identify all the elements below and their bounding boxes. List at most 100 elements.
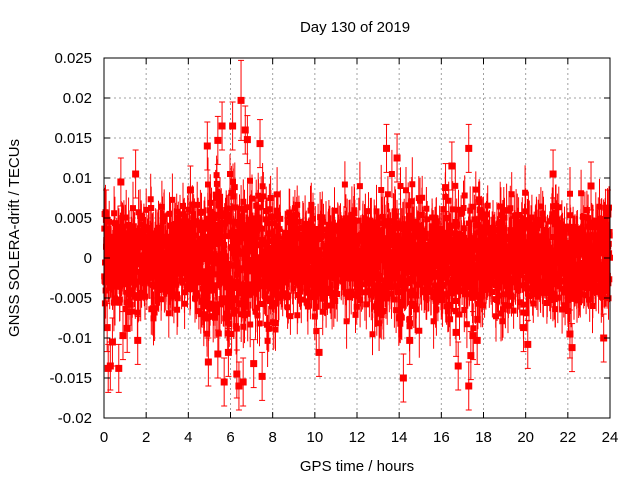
data-point bbox=[406, 315, 414, 365]
data-point bbox=[448, 141, 456, 191]
data-point bbox=[203, 121, 211, 171]
data-points bbox=[102, 59, 612, 411]
x-axis-ticks: 0 2 4 6 8 10 12 14 16 18 20 22 24 bbox=[100, 58, 619, 446]
point-marker bbox=[315, 348, 323, 356]
point-marker bbox=[520, 324, 528, 332]
y-tick-label: -0.02 bbox=[58, 410, 92, 427]
data-point bbox=[383, 123, 391, 173]
point-marker bbox=[220, 378, 228, 386]
data-point bbox=[442, 163, 450, 213]
point-marker bbox=[549, 170, 557, 178]
data-point bbox=[132, 149, 140, 199]
point-marker bbox=[229, 122, 237, 130]
y-tick-label: -0.015 bbox=[49, 370, 92, 387]
data-point bbox=[587, 161, 595, 211]
point-marker bbox=[250, 360, 258, 368]
point-marker bbox=[524, 340, 532, 348]
data-point bbox=[237, 59, 245, 141]
point-marker bbox=[467, 352, 475, 360]
point-marker bbox=[566, 330, 574, 338]
data-point bbox=[250, 339, 258, 389]
point-marker bbox=[103, 324, 111, 332]
data-point bbox=[117, 157, 125, 207]
point-marker bbox=[454, 362, 462, 370]
x-tick-label: 24 bbox=[602, 429, 619, 446]
x-tick-label: 20 bbox=[517, 429, 534, 446]
y-tick-label: 0 bbox=[84, 250, 92, 267]
point-marker bbox=[117, 178, 125, 186]
data-point bbox=[103, 303, 111, 353]
point-marker bbox=[132, 170, 140, 178]
x-tick-label: 4 bbox=[184, 429, 192, 446]
x-tick-label: 0 bbox=[100, 429, 108, 446]
data-point bbox=[134, 315, 142, 365]
point-marker bbox=[108, 338, 116, 346]
data-point bbox=[256, 119, 264, 169]
point-marker bbox=[224, 348, 232, 356]
point-marker bbox=[134, 336, 142, 344]
data-point bbox=[115, 343, 123, 393]
point-marker bbox=[600, 334, 608, 342]
marker-cloud bbox=[101, 171, 613, 344]
point-marker bbox=[214, 136, 222, 144]
data-point bbox=[258, 351, 266, 401]
y-axis-label: GNSS SOLERA-drift / TECUs bbox=[6, 139, 23, 337]
point-marker bbox=[465, 144, 473, 152]
data-point bbox=[454, 341, 462, 391]
data-point bbox=[315, 327, 323, 377]
point-marker bbox=[186, 186, 194, 194]
data-point bbox=[218, 101, 226, 151]
point-marker bbox=[204, 358, 212, 366]
y-tick-label: 0.025 bbox=[54, 50, 92, 67]
point-marker bbox=[399, 374, 407, 382]
data-point bbox=[568, 323, 576, 373]
data-point bbox=[239, 357, 247, 407]
point-marker bbox=[237, 96, 245, 104]
point-marker bbox=[256, 140, 264, 148]
point-marker bbox=[448, 162, 456, 170]
data-point bbox=[473, 315, 481, 365]
point-marker bbox=[115, 364, 123, 372]
y-tick-label: -0.005 bbox=[49, 290, 92, 307]
point-marker bbox=[568, 344, 576, 352]
point-marker bbox=[233, 370, 241, 378]
y-tick-label: 0.015 bbox=[54, 130, 92, 147]
data-point bbox=[229, 101, 237, 151]
data-point bbox=[600, 313, 608, 363]
point-marker bbox=[383, 144, 391, 152]
data-point bbox=[399, 353, 407, 403]
point-marker bbox=[587, 182, 595, 190]
point-marker bbox=[123, 324, 131, 332]
point-marker bbox=[235, 382, 243, 390]
y-tick-label: 0.02 bbox=[63, 90, 92, 107]
data-point bbox=[186, 165, 194, 215]
x-tick-label: 22 bbox=[559, 429, 576, 446]
data-point bbox=[393, 133, 401, 183]
data-point bbox=[243, 115, 251, 165]
data-point bbox=[549, 149, 557, 199]
y-axis-ticks: -0.02 -0.015 -0.01 -0.005 0 0.005 0.01 0.015 0.0… bbox=[49, 50, 610, 427]
point-marker bbox=[452, 328, 460, 336]
point-marker bbox=[239, 378, 247, 386]
x-tick-label: 8 bbox=[268, 429, 276, 446]
point-marker bbox=[406, 336, 414, 344]
x-tick-label: 16 bbox=[433, 429, 450, 446]
x-tick-label: 18 bbox=[475, 429, 492, 446]
data-point bbox=[123, 303, 131, 353]
x-tick-label: 12 bbox=[349, 429, 366, 446]
data-point bbox=[220, 357, 228, 407]
data-point bbox=[224, 327, 232, 377]
x-tick-label: 14 bbox=[391, 429, 408, 446]
point-marker bbox=[442, 184, 450, 192]
point-marker bbox=[241, 126, 249, 134]
point-marker bbox=[469, 332, 477, 340]
point-marker bbox=[214, 350, 222, 358]
point-marker bbox=[102, 210, 110, 218]
data-point bbox=[214, 329, 222, 379]
y-tick-label: 0.01 bbox=[63, 170, 92, 187]
point-marker bbox=[119, 332, 127, 340]
data-point bbox=[204, 337, 212, 387]
chart-title: Day 130 of 2019 bbox=[300, 19, 410, 36]
point-marker bbox=[203, 142, 211, 150]
